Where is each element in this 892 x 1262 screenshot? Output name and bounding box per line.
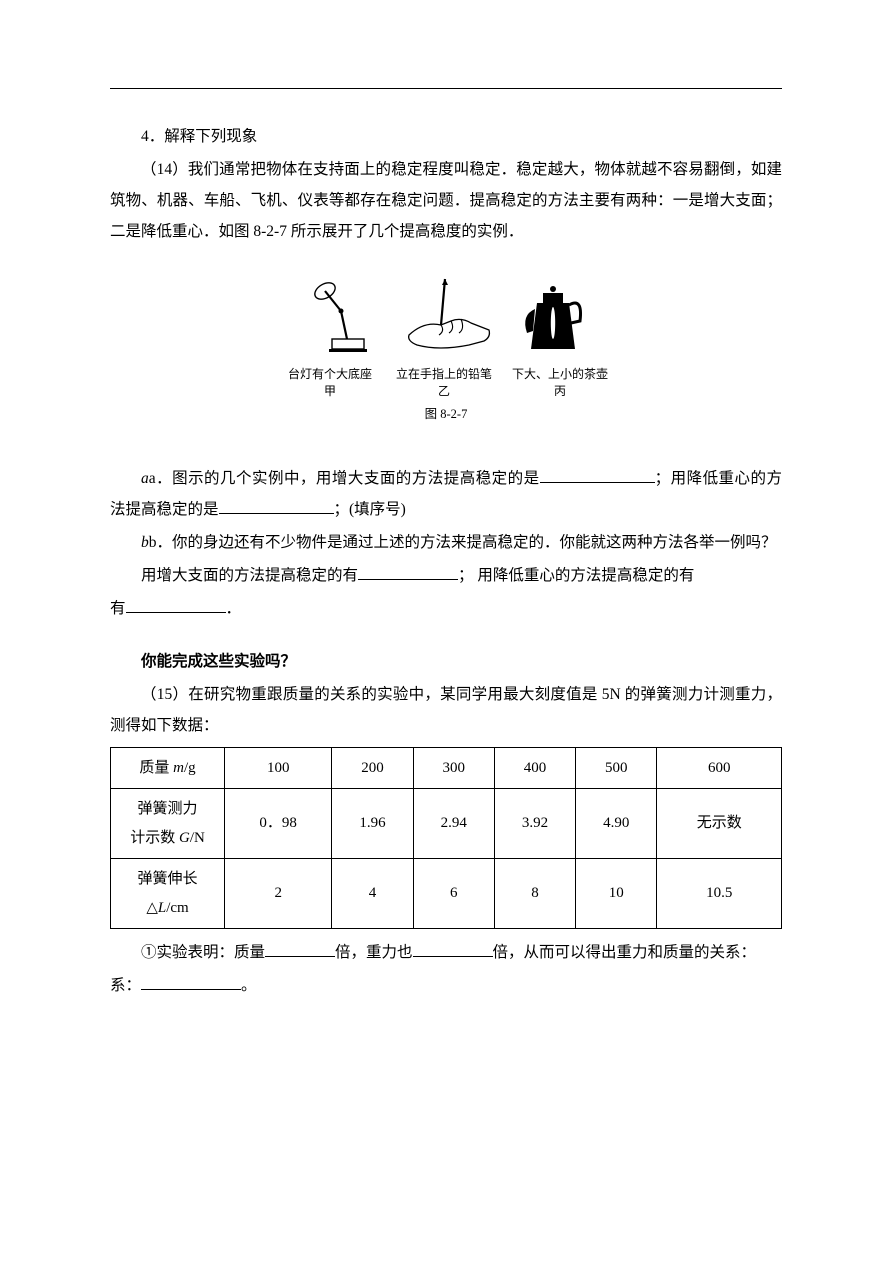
q15-q1-mid1: 倍，重力也 (335, 944, 413, 961)
q14-b-mid: ； 用降低重心的方法提高稳定的有 (458, 567, 694, 584)
lamp-icon (303, 275, 381, 360)
table-row: 弹簧测力计示数 G/N 0．98 1.96 2.94 3.92 4.90 无示数 (111, 789, 782, 859)
q15-q1-pre: ①实验表明：质量 (141, 944, 265, 961)
blank-field[interactable] (265, 940, 335, 957)
table-row: 弹簧伸长△L/cm 2 4 6 8 10 10.5 (111, 859, 782, 929)
q14-a: aa．图示的几个实例中，用增大支面的方法提高稳定的是；用降低重心的方法提高稳定的… (110, 463, 782, 525)
q14-b-intro-text: b．你的身边还有不少物件是通过上述的方法来提高稳定的．你能就这两种方法各举一例吗… (149, 534, 777, 551)
table-cell: 0．98 (225, 789, 332, 859)
fig-caption-2: 立在手指上的铅笔 (394, 366, 494, 383)
q14-b-line: 用增大支面的方法提高稳定的有 ； 用降低重心的方法提高稳定的有 (110, 560, 782, 591)
blank-field[interactable] (219, 497, 334, 514)
fig-sub-1: 甲 (284, 383, 376, 400)
table-cell: 8 (494, 859, 575, 929)
q15-table: 质量 m/g 100 200 300 400 500 600 弹簧测力计示数 G… (110, 747, 782, 930)
q14-b-pre: 用增大支面的方法提高稳定的有 (141, 567, 358, 584)
blank-field[interactable] (358, 563, 458, 580)
table-cell: 6 (413, 859, 494, 929)
q14-b-post: ． (226, 600, 242, 617)
fig-sub-2: 乙 (394, 383, 494, 400)
table-cell: 10.5 (657, 859, 782, 929)
exp-section-title: 你能完成这些实验吗？ (110, 646, 782, 677)
table-header: 质量 m/g (111, 747, 225, 789)
blank-field[interactable] (126, 596, 226, 613)
table-cell: 200 (332, 747, 413, 789)
blank-field[interactable] (413, 940, 493, 957)
fig-label: 图 8-2-7 (110, 402, 782, 427)
figure-8-2-7: 台灯有个大底座 立在手指上的铅笔 下大、上小的茶壶 甲 乙 丙 图 8-2-7 (110, 275, 782, 427)
table-cell: 4 (332, 859, 413, 929)
table-cell: 300 (413, 747, 494, 789)
q14-b-line2: 有． (110, 593, 782, 624)
teapot-icon (517, 275, 589, 360)
blank-field[interactable] (141, 973, 241, 990)
table-cell: 3.92 (494, 789, 575, 859)
table-cell: 400 (494, 747, 575, 789)
q14-intro: （14）我们通常把物体在支持面上的稳定程度叫稳定．稳定越大，物体就越不容易翻倒，… (110, 154, 782, 247)
table-header: 弹簧伸长△L/cm (111, 859, 225, 929)
q14-b-intro: bb．你的身边还有不少物件是通过上述的方法来提高稳定的．你能就这两种方法各举一例… (110, 527, 782, 558)
q15-q1: ①实验表明：质量 倍，重力也 倍，从而可以得出重力和质量的关系： (110, 937, 782, 968)
q14-a-post: ；(填序号) (334, 501, 406, 518)
q15-q1-line2: 系：。 (110, 970, 782, 1001)
q15-q1-post: 。 (241, 977, 257, 994)
fig-caption-3: 下大、上小的茶壶 (512, 366, 608, 383)
q15-q1-mid2: 倍，从而可以得出重力和质量的关系： (493, 944, 757, 961)
q15-intro: （15）在研究物重跟质量的关系的实验中，某同学用最大刻度值是 5N 的弹簧测力计… (110, 679, 782, 741)
q14-a-pre: a．图示的几个实例中，用增大支面的方法提高稳定的是 (149, 470, 540, 487)
table-cell: 4.90 (576, 789, 657, 859)
top-rule (110, 88, 782, 89)
fig-sub-3: 丙 (512, 383, 608, 400)
fig-caption-1: 台灯有个大底座 (284, 366, 376, 383)
table-cell: 500 (576, 747, 657, 789)
table-header: 弹簧测力计示数 G/N (111, 789, 225, 859)
section4-title: 4．解释下列现象 (110, 121, 782, 152)
table-cell: 1.96 (332, 789, 413, 859)
table-cell: 2.94 (413, 789, 494, 859)
table-row: 质量 m/g 100 200 300 400 500 600 (111, 747, 782, 789)
table-cell: 600 (657, 747, 782, 789)
table-cell: 100 (225, 747, 332, 789)
blank-field[interactable] (540, 466, 655, 483)
table-cell: 10 (576, 859, 657, 929)
pencil-hand-icon (399, 275, 499, 360)
table-cell: 2 (225, 859, 332, 929)
table-cell: 无示数 (657, 789, 782, 859)
